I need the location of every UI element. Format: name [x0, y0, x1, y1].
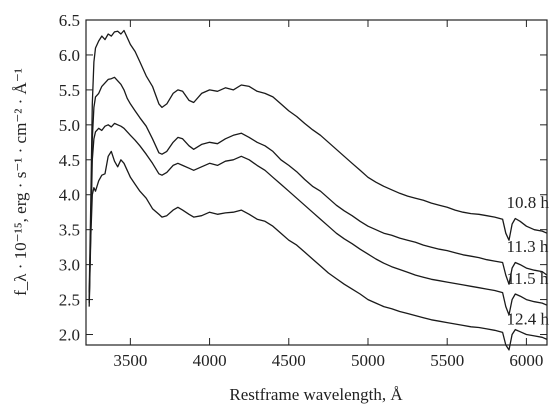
spectrum-line-3 [88, 150, 548, 351]
series-layer [88, 29, 548, 351]
spectrum-line-2 [88, 122, 548, 316]
x-tick-label: 4500 [272, 351, 306, 370]
x-axis-title: Restframe wavelength, Å [229, 385, 403, 404]
x-tick-label: 5500 [430, 351, 464, 370]
x-tick-label: 3500 [113, 351, 147, 370]
y-tick-label: 3.0 [59, 256, 80, 275]
x-tick-label: 6000 [509, 351, 543, 370]
series-label: 11.3 h [507, 237, 549, 256]
spectrum-line-0 [88, 29, 548, 293]
series-label: 10.8 h [507, 193, 550, 212]
x-tick-label: 4000 [193, 351, 227, 370]
y-axis-title: f_λ · 10⁻¹⁵, erg · s⁻¹ · cm⁻² · Å⁻¹ [11, 68, 30, 296]
labels-layer: 10.8 h 11.3 h 11.5 h 12.4 h [507, 193, 550, 328]
series-label: 12.4 h [507, 309, 550, 328]
y-tick-label: 6.0 [59, 46, 80, 65]
y-tick-label: 3.5 [59, 221, 80, 240]
y-tick-label: 4.0 [59, 186, 80, 205]
y-tick-label: 4.5 [59, 151, 80, 170]
y-tick-label: 5.0 [59, 116, 80, 135]
y-tick-label: 2.5 [59, 291, 80, 310]
y-tick-label: 6.5 [59, 11, 80, 30]
plot-frame [85, 19, 548, 346]
y-tick-label: 5.5 [59, 81, 80, 100]
x-tick-label: 5000 [351, 351, 385, 370]
ticks-layer: 3500 4000 4500 5000 5500 6000 2.0 2.5 3.0 3.5 4.0 4… [59, 11, 547, 370]
y-tick-label: 2.0 [59, 326, 80, 345]
series-label: 11.5 h [507, 269, 549, 288]
spectrum-line-1 [88, 76, 548, 300]
